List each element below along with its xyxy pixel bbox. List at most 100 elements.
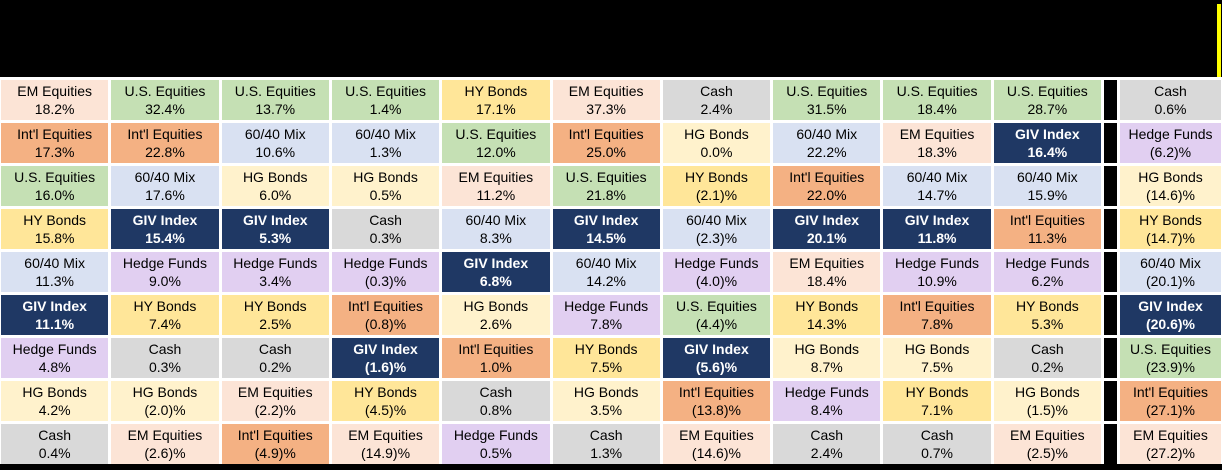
return-value: 13.7% [255,101,296,117]
asset-label: GIV Index [22,297,87,314]
quilt-cell-int-l-equities: Int'l Equities 7.8% [883,295,991,335]
quilt-cell-hy-bonds: HY Bonds 5.3% [993,295,1101,335]
asset-label: Cash [148,340,182,357]
return-value: 8.4% [810,402,843,418]
return-value: 0.3% [369,230,402,246]
asset-label: Hedge Funds [122,254,207,271]
return-value: (2.6)% [144,445,186,461]
asset-label: HY Bonds [905,383,969,400]
return-value: 31.5% [806,101,847,117]
quilt-cell-em-equities: EM Equities (2.5)% [993,424,1101,464]
quilt-cell-hy-bonds: HY Bonds 7.1% [883,381,991,421]
return-value: 8.3% [479,230,512,246]
column-separator [1104,338,1117,378]
header-bar [0,0,1222,77]
return-value: 18.4% [917,101,957,117]
quilt-cell-60-40-mix: 60/40 Mix 17.6% [111,166,219,206]
bottom-border-bar [0,464,1222,470]
asset-label: HG Bonds [904,340,970,357]
asset-label: U.S. Equities [1130,340,1211,357]
quilt-cell-hy-bonds: HY Bonds 17.1% [442,80,550,120]
return-value: 0.0% [700,144,733,160]
return-value: 6.2% [1031,273,1064,289]
asset-label: EM Equities [899,125,975,142]
asset-label: EM Equities [127,426,203,443]
quilt-cell-em-equities: EM Equities 18.3% [883,123,991,163]
return-value: 7.8% [921,316,953,332]
quilt-cell-cash: Cash 0.8% [442,381,550,421]
column-separator [1104,209,1117,249]
quilt-cell-60-40-mix: 60/40 Mix 15.9% [993,166,1101,206]
asset-label: HG Bonds [573,383,639,400]
return-value: 14.5% [586,230,626,246]
asset-label: GIV Index [1138,297,1203,314]
asset-label: HG Bonds [684,125,749,142]
quilt-cell-int-l-equities: Int'l Equities 22.0% [773,166,881,206]
return-value: (14.6)% [691,445,741,461]
asset-label: GIV Index [463,254,529,271]
asset-label: Int'l Equities [1132,383,1209,400]
quilt-cell-giv-index: GIV Index (1.6)% [331,338,440,378]
return-value: 11.8% [917,230,957,246]
return-value: 8.7% [810,359,843,375]
asset-label: Hedge Funds [674,254,759,271]
column-separator [1104,424,1117,464]
asset-label: GIV Index [573,211,639,228]
asset-label: Hedge Funds [1005,254,1090,271]
return-value: (4.0)% [695,273,738,289]
return-value: 11.1% [35,316,75,332]
quilt-cell-60-40-mix: 60/40 Mix 14.7% [883,166,991,206]
asset-label: 60/40 Mix [575,254,637,271]
quilt-cell-giv-index: GIV Index 15.4% [111,209,219,249]
quilt-cell-hy-bonds: HY Bonds 2.5% [221,295,329,335]
quilt-cell-hg-bonds: HG Bonds (2.0)% [111,381,219,421]
return-value: 5.3% [1031,316,1064,332]
quilt-cell-u-s-equities: U.S. Equities (23.9)% [1120,338,1221,378]
asset-label: Int'l Equities [348,297,424,314]
quilt-cell-int-l-equities: Int'l Equities 1.0% [442,338,550,378]
quilt-cell-cash: Cash 0.6% [1120,80,1221,120]
quilt-cell-u-s-equities: U.S. Equities 12.0% [442,123,550,163]
quilt-cell-em-equities: EM Equities 37.3% [552,80,660,120]
quilt-cell-hedge-funds: Hedge Funds 7.8% [552,295,660,335]
quilt-cell-cash: Cash 0.3% [331,209,440,249]
return-value: 1.3% [590,445,623,461]
asset-label: Cash [810,426,844,443]
header-accent-strip [1217,4,1221,77]
asset-label: HY Bonds [464,82,528,99]
return-value: 32.4% [145,101,185,117]
asset-label: Hedge Funds [12,340,97,357]
quilt-cell-giv-index: GIV Index (20.6)% [1120,295,1221,335]
quilt-cell-hedge-funds: Hedge Funds (6.2)% [1120,123,1221,163]
quilt-cell-hy-bonds: HY Bonds (2.1)% [662,166,771,206]
asset-label: HG Bonds [463,297,529,314]
quilt-cell-em-equities: EM Equities 18.4% [773,252,881,292]
quilt-cell-hg-bonds: HG Bonds 0.5% [331,166,440,206]
return-value: (4.4)% [695,316,738,332]
quilt-cell-hg-bonds: HG Bonds 3.5% [552,381,660,421]
asset-label: U.S. Equities [896,82,978,99]
asset-label: Hedge Funds [343,254,428,271]
column-separator [1104,295,1117,335]
asset-label: EM Equities [789,254,865,271]
quilt-cell-int-l-equities: Int'l Equities 17.3% [1,123,109,163]
return-value: 2.4% [700,101,733,117]
quilt-cell-em-equities: EM Equities (27.2)% [1120,424,1221,464]
return-value: 7.5% [590,359,623,375]
quilt-cell-hy-bonds: HY Bonds (4.5)% [331,381,440,421]
return-value: 17.3% [34,144,75,160]
quilt-cell-em-equities: EM Equities (2.2)% [221,381,329,421]
return-value: (5.6)% [695,359,738,375]
quilt-cell-u-s-equities: U.S. Equities 31.5% [773,80,881,120]
return-value: 1.0% [479,359,512,375]
quilt-cell-60-40-mix: 60/40 Mix 14.2% [552,252,660,292]
return-value: 28.7% [1027,101,1068,117]
quilt-cell-em-equities: EM Equities (2.6)% [111,424,219,464]
return-value: 37.3% [586,101,626,117]
return-value: 16.4% [1027,144,1068,160]
return-value: 7.1% [921,402,953,418]
quilt-cell-u-s-equities: U.S. Equities 28.7% [993,80,1101,120]
asset-label: EM Equities [17,82,92,99]
return-value: 0.2% [259,359,292,375]
column-separator [1104,80,1117,120]
